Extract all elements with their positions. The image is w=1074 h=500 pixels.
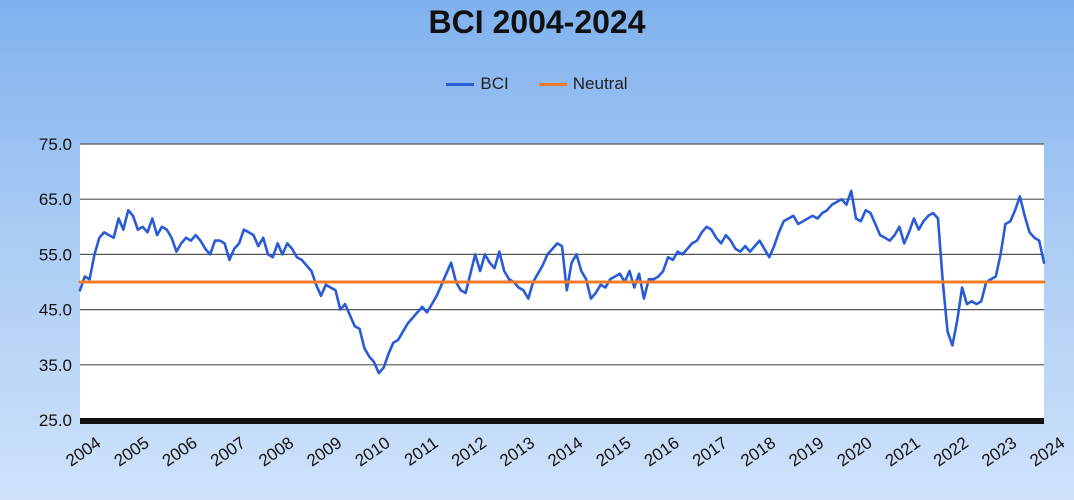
legend-item-bci: BCI: [446, 74, 509, 94]
x-tick-label: 2022: [930, 433, 972, 470]
y-tick-label: 25.0: [39, 411, 72, 430]
y-tick-label: 65.0: [39, 190, 72, 209]
chart-title: BCI 2004-2024: [428, 4, 646, 40]
x-tick-label: 2012: [448, 433, 490, 470]
legend-swatch-neutral: [538, 82, 567, 86]
series-line-bci: [78, 189, 1046, 375]
x-tick-label: 2016: [641, 433, 683, 470]
x-tick-label: 2013: [496, 433, 538, 470]
x-tick-label: 2015: [593, 433, 635, 470]
x-tick-label: 2006: [159, 433, 201, 470]
x-tick-label: 2004: [62, 433, 104, 470]
legend-label-neutral: Neutral: [572, 74, 628, 93]
x-tick-label: 2009: [303, 433, 345, 470]
x-tick-label: 2017: [689, 433, 731, 470]
legend-swatch-bci: [446, 82, 475, 86]
y-tick-label: 55.0: [39, 245, 72, 264]
chart-legend: BCI Neutral: [0, 74, 1074, 94]
x-tick-label: 2010: [352, 433, 394, 470]
legend-item-neutral: Neutral: [538, 74, 628, 94]
x-tick-label: 2020: [834, 433, 876, 470]
x-tick-label: 2011: [401, 433, 442, 470]
x-tick-label: 2019: [785, 433, 827, 470]
x-tick-label: 2018: [737, 433, 779, 470]
x-axis-band: [80, 418, 1044, 424]
y-tick-label: 75.0: [39, 135, 72, 154]
x-tick-label: 2024: [1026, 433, 1068, 470]
x-tick-label: 2021: [882, 433, 924, 470]
x-tick-label: 2007: [207, 433, 249, 470]
x-tick-label: 2014: [544, 433, 586, 470]
legend-label-bci: BCI: [480, 74, 509, 93]
x-tick-label: 2023: [978, 433, 1020, 470]
y-tick-label: 45.0: [39, 301, 72, 320]
x-tick-label: 2005: [111, 433, 153, 470]
x-tick-label: 2008: [255, 433, 297, 470]
y-tick-label: 35.0: [39, 356, 72, 375]
